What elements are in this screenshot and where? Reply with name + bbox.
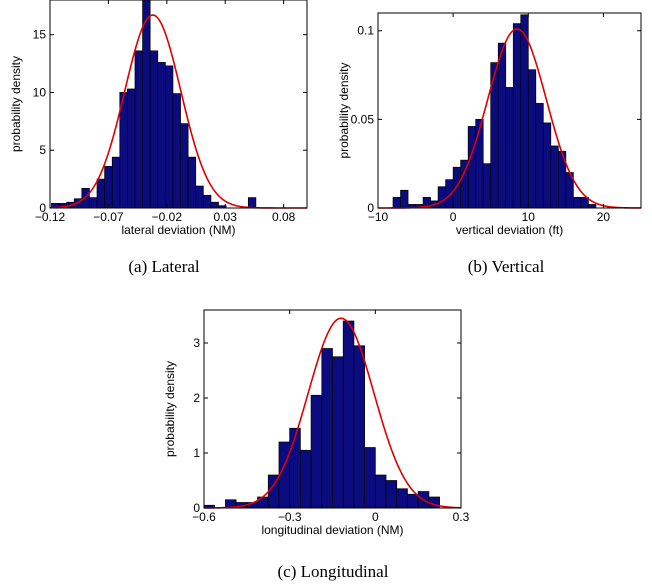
histogram-bar <box>365 448 376 509</box>
histogram-bar <box>581 197 589 208</box>
y-axis-label: probability density <box>163 361 177 457</box>
histogram-bar <box>165 66 173 208</box>
histogram-bar <box>551 146 559 208</box>
histogram-bar <box>536 103 544 208</box>
x-tick-label: 0.3 <box>453 510 470 524</box>
histogram-bar <box>588 204 596 208</box>
subfigure-caption: (c) Longitudinal <box>278 562 389 581</box>
x-tick-label: −0.3 <box>278 510 302 524</box>
y-tick-label: 15 <box>33 28 47 42</box>
histogram-bar <box>573 197 581 208</box>
histogram-bar <box>196 186 204 208</box>
histogram-bar <box>300 450 311 508</box>
x-axis-label: longitudinal deviation (NM) <box>261 523 403 537</box>
histogram-bar <box>407 494 418 508</box>
histogram-bar <box>513 24 521 208</box>
histogram-bar <box>105 166 113 208</box>
y-axis-label: probability density <box>9 56 23 152</box>
histogram-bar <box>97 179 105 208</box>
y-tick-label: 5 <box>39 143 46 157</box>
subfigure-caption: (a) Lateral <box>128 257 200 276</box>
histogram-bar <box>82 188 90 208</box>
y-tick-label: 0.05 <box>351 112 375 126</box>
histogram-bar <box>343 321 354 508</box>
histogram-bar <box>401 190 409 208</box>
histogram-bar <box>438 187 446 208</box>
histogram-bar <box>248 198 256 208</box>
histogram-bar <box>543 123 551 208</box>
subfigure-caption: (b) Vertical <box>468 257 545 276</box>
y-tick-label: 0.1 <box>357 24 374 38</box>
histogram-bar <box>143 0 151 208</box>
histogram-bar <box>397 489 408 508</box>
y-tick-label: 1 <box>193 446 200 460</box>
histogram-bar <box>498 43 506 208</box>
histogram-bar <box>158 62 166 208</box>
histogram-bar <box>188 157 196 208</box>
histogram-bar <box>127 89 135 208</box>
histogram-bar <box>375 475 386 508</box>
histogram-bar <box>89 198 97 208</box>
y-axis-label: probability density <box>337 62 351 158</box>
histogram-bar <box>112 157 120 208</box>
x-tick-label: 10 <box>522 210 536 224</box>
histogram-bar <box>483 164 491 208</box>
histogram-bar <box>173 94 181 208</box>
histogram-bar <box>468 126 476 208</box>
histogram-bar <box>211 202 219 208</box>
x-tick-label: 0.08 <box>272 210 296 224</box>
histogram-bar <box>279 442 290 508</box>
y-tick-label: 3 <box>193 336 200 350</box>
x-tick-label: 20 <box>597 210 611 224</box>
histogram-bar <box>150 51 158 208</box>
histogram-bar <box>311 395 322 508</box>
histogram-bar <box>181 124 189 208</box>
y-tick-label: 10 <box>33 85 47 99</box>
x-tick-label: −0.02 <box>152 210 183 224</box>
histogram-bar <box>521 15 529 208</box>
x-tick-label: −0.07 <box>93 210 124 224</box>
y-tick-label: 0 <box>367 201 374 215</box>
histogram-bar <box>333 357 344 508</box>
x-tick-label: 0.03 <box>214 210 238 224</box>
histogram-bar <box>528 70 536 208</box>
histogram-bar <box>476 119 484 208</box>
x-tick-label: 0 <box>372 510 379 524</box>
histogram-bar <box>453 167 461 208</box>
histogram-bar <box>290 428 301 508</box>
histogram-bar <box>393 197 401 208</box>
histogram-bar <box>506 87 514 208</box>
histogram-bar <box>322 349 333 509</box>
x-axis-label: vertical deviation (ft) <box>456 223 563 237</box>
histogram-bar <box>354 346 365 508</box>
histogram-bar <box>203 195 211 208</box>
histogram-bar <box>135 51 143 208</box>
y-tick-label: 2 <box>193 391 200 405</box>
x-tick-label: 0 <box>450 210 457 224</box>
histogram-bar <box>386 481 397 509</box>
x-axis-label: lateral deviation (NM) <box>121 223 235 237</box>
y-tick-label: 0 <box>39 201 46 215</box>
y-tick-label: 0 <box>193 501 200 515</box>
